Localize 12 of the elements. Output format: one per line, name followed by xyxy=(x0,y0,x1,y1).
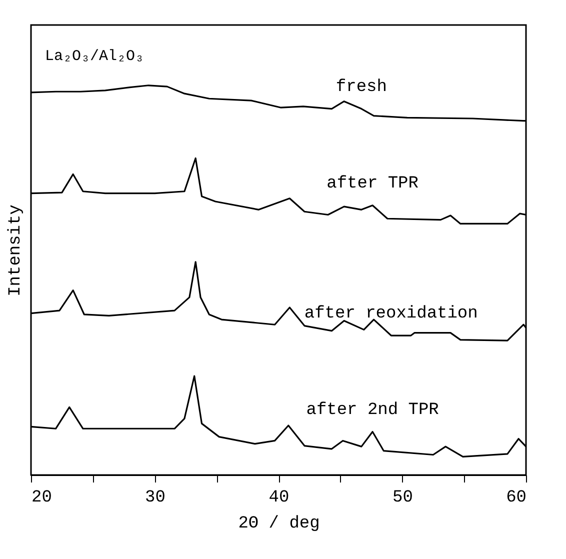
x-tick-label: 60 xyxy=(506,488,526,508)
series-label: fresh xyxy=(336,78,387,97)
x-tick-label: 30 xyxy=(145,488,166,508)
series-label: after 2nd TPR xyxy=(306,400,439,420)
x-tick-label: 20 xyxy=(32,488,52,508)
text: La₂O₃/Al₂O₃ xyxy=(45,48,144,65)
y-axis-title: Intensity xyxy=(6,204,26,296)
series-label: after reoxidation xyxy=(304,304,478,324)
x-tick-label: 40 xyxy=(268,488,290,508)
series-label: after TPR xyxy=(326,174,418,194)
x-tick-label: 50 xyxy=(392,488,413,508)
x-axis-title: 2Θ / deg xyxy=(238,514,320,534)
